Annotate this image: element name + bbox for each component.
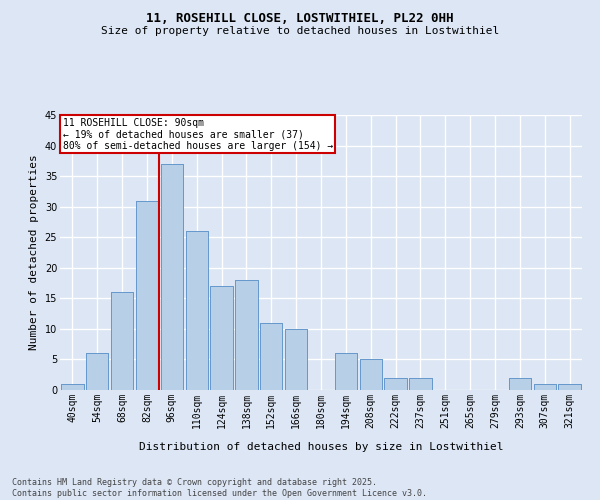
Bar — [235, 280, 257, 390]
Bar — [335, 354, 357, 390]
Bar — [235, 280, 257, 390]
Bar — [559, 384, 581, 390]
Bar — [185, 231, 208, 390]
Bar — [61, 384, 83, 390]
Bar — [211, 286, 233, 390]
Bar — [359, 360, 382, 390]
Bar — [359, 360, 382, 390]
Bar — [385, 378, 407, 390]
Bar — [111, 292, 133, 390]
Text: Size of property relative to detached houses in Lostwithiel: Size of property relative to detached ho… — [101, 26, 499, 36]
Bar — [161, 164, 183, 390]
Bar — [185, 231, 208, 390]
Text: Contains HM Land Registry data © Crown copyright and database right 2025.
Contai: Contains HM Land Registry data © Crown c… — [12, 478, 427, 498]
Bar — [335, 354, 357, 390]
Bar — [509, 378, 531, 390]
Bar — [559, 384, 581, 390]
Bar — [533, 384, 556, 390]
Bar — [385, 378, 407, 390]
Bar — [409, 378, 431, 390]
Text: Distribution of detached houses by size in Lostwithiel: Distribution of detached houses by size … — [139, 442, 503, 452]
Bar — [86, 354, 109, 390]
Bar — [61, 384, 83, 390]
Bar — [509, 378, 531, 390]
Y-axis label: Number of detached properties: Number of detached properties — [29, 154, 39, 350]
Bar — [285, 329, 307, 390]
Bar — [136, 200, 158, 390]
Text: 11, ROSEHILL CLOSE, LOSTWITHIEL, PL22 0HH: 11, ROSEHILL CLOSE, LOSTWITHIEL, PL22 0H… — [146, 12, 454, 26]
Bar — [111, 292, 133, 390]
Bar — [86, 354, 109, 390]
Bar — [409, 378, 431, 390]
Bar — [285, 329, 307, 390]
Bar — [211, 286, 233, 390]
Bar — [533, 384, 556, 390]
Bar — [260, 323, 283, 390]
Text: 11 ROSEHILL CLOSE: 90sqm
← 19% of detached houses are smaller (37)
80% of semi-d: 11 ROSEHILL CLOSE: 90sqm ← 19% of detach… — [62, 118, 333, 151]
Bar — [136, 200, 158, 390]
Bar — [260, 323, 283, 390]
Bar — [161, 164, 183, 390]
